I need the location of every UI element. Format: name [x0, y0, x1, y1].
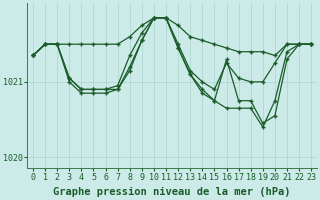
X-axis label: Graphe pression niveau de la mer (hPa): Graphe pression niveau de la mer (hPa)	[53, 187, 291, 197]
